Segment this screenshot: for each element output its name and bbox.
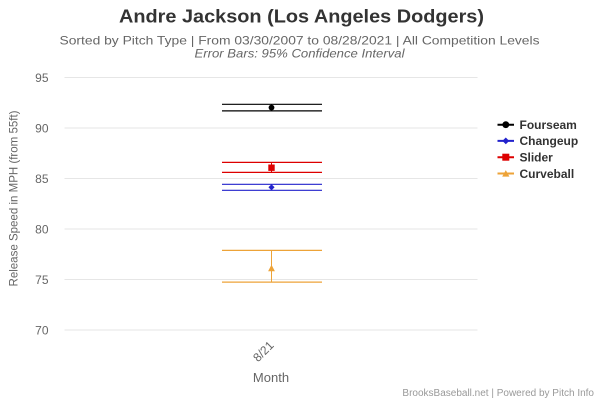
- svg-text:85: 85: [35, 172, 49, 186]
- svg-text:Andre Jackson (Los Angeles Dod: Andre Jackson (Los Angeles Dodgers): [119, 7, 484, 27]
- svg-text:Sorted by Pitch Type | From 03: Sorted by Pitch Type | From 03/30/2007 t…: [60, 34, 540, 48]
- svg-text:95: 95: [35, 71, 49, 85]
- svg-text:75: 75: [35, 273, 49, 287]
- svg-text:90: 90: [35, 121, 49, 135]
- svg-text:Changeup: Changeup: [520, 134, 579, 148]
- svg-text:Curveball: Curveball: [520, 167, 575, 181]
- svg-text:Release Speed in MPH (from 55f: Release Speed in MPH (from 55ft): [7, 111, 21, 287]
- svg-text:Slider: Slider: [520, 151, 554, 165]
- svg-text:Fourseam: Fourseam: [520, 118, 577, 132]
- svg-text:BrooksBaseball.net | Powered b: BrooksBaseball.net | Powered by Pitch In…: [402, 388, 594, 399]
- svg-text:70: 70: [35, 323, 49, 337]
- svg-text:Error Bars: 95% Confidence Int: Error Bars: 95% Confidence Interval: [195, 47, 405, 61]
- svg-text:Month: Month: [253, 370, 289, 385]
- svg-text:80: 80: [35, 222, 49, 236]
